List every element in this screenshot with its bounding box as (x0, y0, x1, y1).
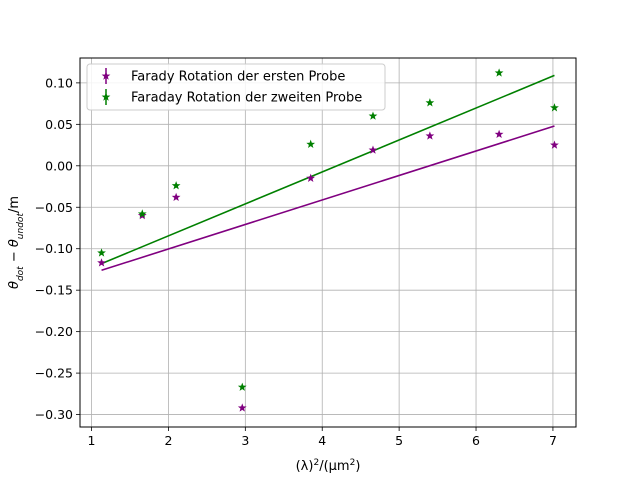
data-point-series-1 (550, 103, 559, 112)
y-tick-label: 0.05 (45, 117, 73, 132)
x-tick-label: 6 (472, 433, 480, 448)
y-label-sub1: dot (16, 266, 26, 281)
data-point-series-0 (306, 173, 316, 182)
x-tick-label: 3 (241, 433, 249, 448)
fit-line-series-1 (101, 74, 555, 265)
data-point-series-0 (368, 145, 378, 154)
x-label-open: (λ) (296, 459, 314, 474)
y-tick-label: −0.30 (35, 407, 73, 422)
data-point-series-0 (237, 403, 247, 412)
y-tick-label: −0.05 (35, 200, 73, 215)
data-point-series-1 (368, 111, 378, 120)
y-label-main: θ (7, 281, 22, 289)
legend-marker-series-0 (101, 71, 111, 80)
data-point-series-0 (97, 258, 106, 267)
legend-marker-series-1 (101, 92, 111, 101)
y-label-sub2: undot (16, 213, 26, 240)
x-tick-label: 1 (88, 433, 96, 448)
data-point-series-1 (137, 209, 147, 218)
x-label-close: ) (355, 459, 360, 474)
y-tick-label: −0.10 (35, 241, 73, 256)
y-axis-label: θdot − θundot/m (7, 196, 26, 289)
x-tick-label: 2 (164, 433, 172, 448)
y-label-minus: − θ (7, 239, 22, 266)
legend: Farady Rotation der ersten Probe Faraday … (86, 63, 386, 111)
y-tick-label: −0.25 (35, 366, 73, 381)
legend-label-series-1: Faraday Rotation der zweiten Probe (131, 91, 362, 106)
data-point-series-1 (237, 382, 247, 391)
data-point-series-1 (97, 248, 106, 257)
legend-box (86, 63, 386, 111)
data-point-series-1 (171, 181, 181, 190)
plot-frame (79, 57, 577, 428)
x-tick-label: 4 (318, 433, 326, 448)
y-tick-label: −0.15 (35, 283, 73, 298)
data-point-series-1 (306, 139, 316, 148)
x-axis-label: (λ)2/(μm2) (296, 458, 361, 474)
x-tick-label: 7 (549, 433, 557, 448)
data-points (97, 68, 559, 412)
data-point-series-1 (494, 68, 504, 77)
data-point-series-0 (425, 131, 435, 140)
x-label-sup1: 2 (313, 458, 319, 468)
x-label-sup2: 2 (350, 458, 356, 468)
data-point-series-1 (425, 98, 435, 107)
data-point-series-0 (494, 129, 504, 139)
fit-lines (101, 74, 555, 272)
legend-label-series-0: Farady Rotation der ersten Probe (131, 70, 345, 85)
data-point-series-0 (550, 140, 559, 149)
grid (80, 58, 576, 427)
y-tick-label: 0.00 (45, 158, 73, 173)
x-label-mid: /(μm (319, 459, 349, 474)
data-point-series-0 (171, 192, 181, 202)
fit-line-series-0 (101, 125, 555, 272)
y-label-unit: /m (7, 196, 22, 213)
x-tick-label: 5 (395, 433, 403, 448)
y-tick-label: −0.20 (35, 324, 73, 339)
y-tick-label: 0.10 (45, 75, 73, 90)
axis-ticks: 1 2 3 4 5 6 7 −0.30 −0.25 −0.20 −0.15 −0.10 −0.05 0.0… (35, 75, 557, 448)
